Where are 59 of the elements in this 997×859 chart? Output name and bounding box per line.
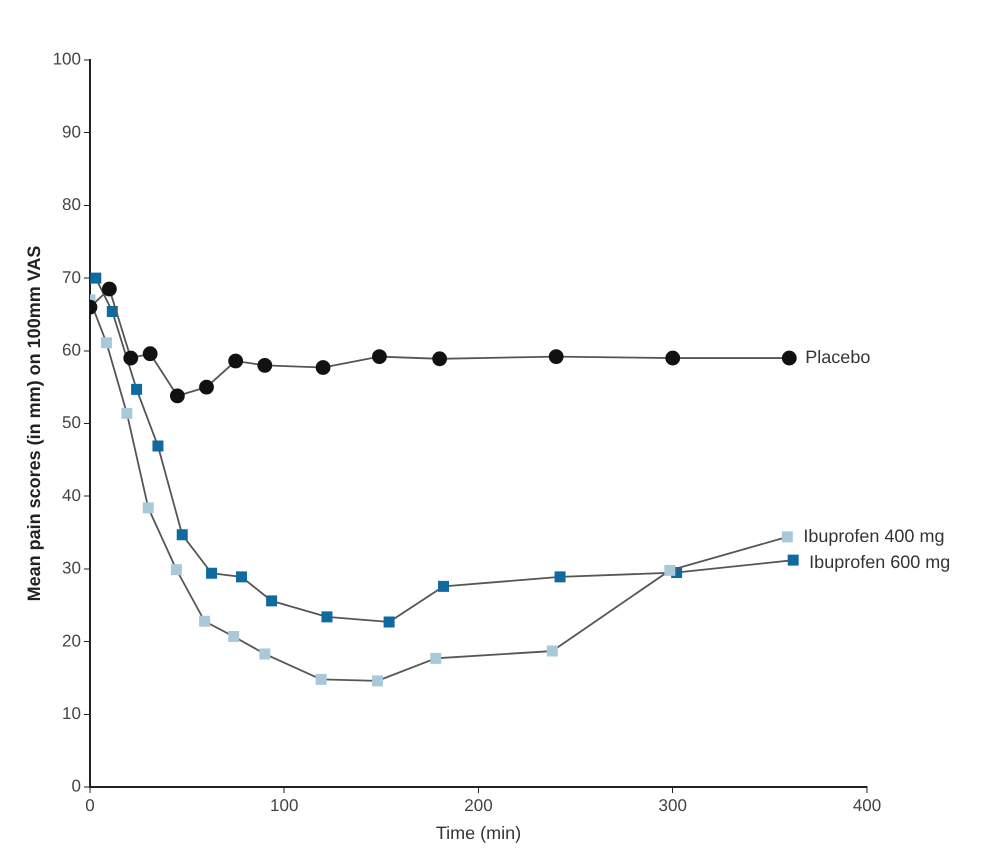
x-tick-label: 100: [270, 796, 298, 815]
y-tick-label: 70: [62, 268, 81, 287]
y-tick-label: 100: [52, 50, 81, 69]
point: [236, 571, 247, 582]
point: [199, 616, 210, 627]
point: [316, 674, 327, 685]
point: [782, 350, 797, 366]
y-tick-label: 20: [62, 631, 81, 650]
y-tick-label: 0: [71, 776, 81, 796]
point: [384, 616, 395, 628]
point: [259, 648, 270, 660]
y-tick-label: 40: [62, 486, 81, 505]
y-tick-label: 90: [62, 122, 81, 142]
point: [665, 350, 680, 366]
point: [142, 502, 154, 514]
point: [131, 384, 142, 395]
x-tick-label: 200: [464, 796, 493, 815]
point: [170, 564, 182, 576]
point: [782, 531, 793, 542]
point: [438, 580, 450, 592]
x-tick-label: 300: [658, 796, 687, 815]
point: [372, 675, 383, 686]
series-label: Placebo: [805, 347, 870, 368]
point: [548, 349, 564, 364]
series-label: Ibuprofen 400 mg: [803, 526, 944, 546]
point: [372, 349, 387, 364]
point: [90, 272, 102, 284]
point: [228, 354, 244, 368]
point: [316, 360, 330, 375]
point: [546, 646, 558, 657]
x-tick-label: 0: [85, 796, 95, 815]
y-tick-label: 60: [62, 340, 81, 360]
point: [100, 337, 112, 348]
point: [321, 611, 332, 622]
point: [170, 388, 185, 404]
point: [430, 652, 442, 664]
point: [228, 631, 240, 642]
point: [554, 571, 566, 582]
series-label: Ibuprofen 600 mg: [809, 552, 950, 572]
y-axis-title: Mean pain scores (in mm) on 100mm VAS: [24, 246, 44, 602]
point: [176, 529, 188, 540]
point: [206, 568, 218, 579]
point: [432, 351, 448, 366]
point: [664, 564, 676, 576]
point: [152, 440, 164, 452]
y-tick-label: 50: [62, 413, 81, 432]
y-tick-label: 10: [62, 704, 81, 723]
point: [266, 595, 278, 606]
point: [123, 350, 138, 366]
point: [121, 408, 132, 419]
point: [102, 282, 117, 296]
x-tick-label: 400: [852, 796, 882, 815]
point: [788, 554, 799, 566]
point: [257, 358, 272, 373]
x-axis-title: Time (min): [436, 823, 522, 844]
point: [142, 346, 158, 362]
point: [199, 380, 214, 395]
y-tick-label: 30: [62, 558, 81, 578]
y-tick-label: 80: [62, 195, 81, 214]
